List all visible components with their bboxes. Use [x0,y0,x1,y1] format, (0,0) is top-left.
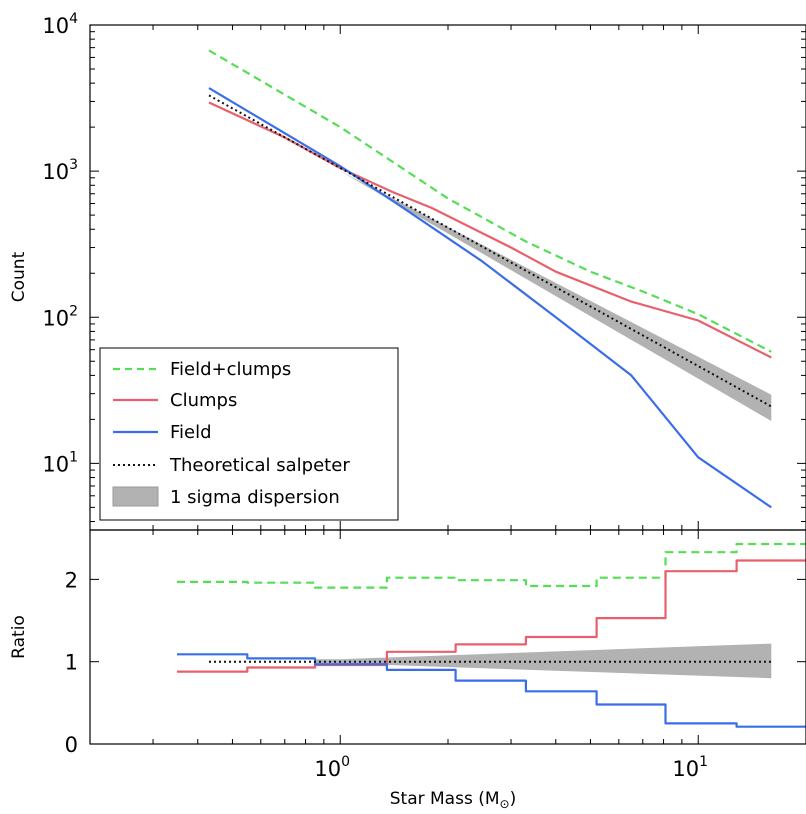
top-ytick-label: 101 [42,449,78,476]
top-y-axis-label: Count [9,251,29,302]
legend-label-salpeter: Theoretical salpeter [169,455,350,476]
top-series-clumps [208,101,772,359]
bottom-xtick-label: 101 [672,754,708,781]
bottom-series-clumps [177,559,806,673]
tick-exponent: 4 [69,11,78,27]
legend-label-dispersion: 1 sigma dispersion [170,487,340,508]
bottom-xtick-label: 100 [314,754,350,781]
legend-label-clumps: Clumps [170,390,237,411]
top-ytick-label: 102 [42,303,78,330]
bottom-ytick-label: 2 [65,568,78,592]
x-axis-label-text: Star Mass (M [390,789,500,809]
bottom-y-axis-label: Ratio [9,615,29,659]
top-series-layer [208,49,772,509]
legend: Field+clumps Clumps Field Theoretical sa… [99,347,399,521]
tick-base: 10 [42,306,69,330]
top-dispersion-band [340,171,772,421]
tick-exponent: 1 [69,449,78,465]
tick-exponent: 2 [69,303,78,319]
tick-base: 10 [42,14,69,38]
bottom-dispersion-band [315,643,772,679]
bottom-series-field-clumps [177,542,806,589]
top-ytick-label: 103 [42,157,78,184]
legend-label-field-clumps: Field+clumps [170,359,291,380]
bottom-ytick-label: 1 [65,651,78,675]
tick-exponent: 0 [341,754,350,770]
bottom-plot-frame [89,529,806,745]
tick-exponent: 3 [69,157,78,173]
top-series-theoretical-salpeter [208,94,772,408]
bottom-dispersion-band-layer [315,643,772,679]
tick-base: 10 [314,757,341,781]
bottom-series-field [177,653,806,728]
bottom-ytick-label: 0 [65,733,78,757]
top-dispersion-band-layer [340,171,772,421]
legend-label-field: Field [170,422,212,443]
x-axis-label-subscript: ⊙ [500,797,510,811]
tick-base: 10 [672,757,699,781]
x-axis-label-close: ) [510,789,517,809]
bottom-series-layer [177,542,806,728]
x-axis-label: Star Mass (M⊙) [390,789,516,811]
legend-swatch-dispersion [112,486,159,507]
top-ytick-label: 104 [42,11,78,38]
tick-base: 10 [42,452,69,476]
top-series-field-clumps [208,49,772,353]
tick-base: 10 [42,160,69,184]
tick-exponent: 1 [699,754,708,770]
